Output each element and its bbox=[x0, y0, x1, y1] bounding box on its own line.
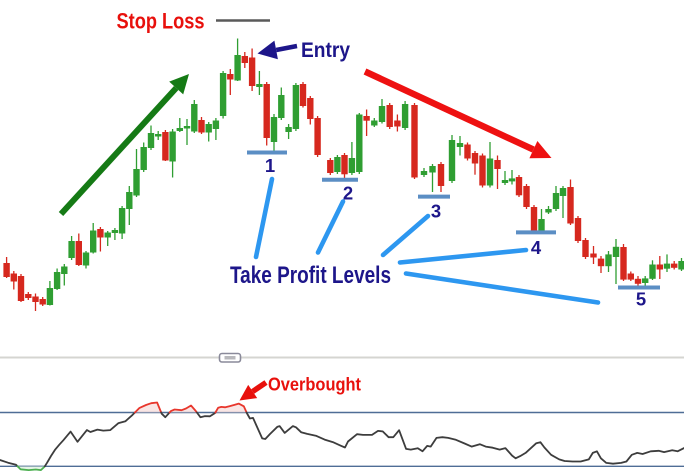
svg-text:1: 1 bbox=[265, 155, 275, 176]
svg-text:5: 5 bbox=[636, 289, 646, 310]
svg-text:3: 3 bbox=[431, 201, 441, 222]
svg-text:Entry: Entry bbox=[301, 39, 350, 62]
svg-text:Stop Loss: Stop Loss bbox=[117, 9, 205, 34]
svg-text:4: 4 bbox=[531, 237, 542, 258]
svg-text:Overbought: Overbought bbox=[268, 374, 361, 395]
svg-text:Take Profit Levels: Take Profit Levels bbox=[230, 262, 391, 289]
svg-text:2: 2 bbox=[343, 183, 353, 204]
